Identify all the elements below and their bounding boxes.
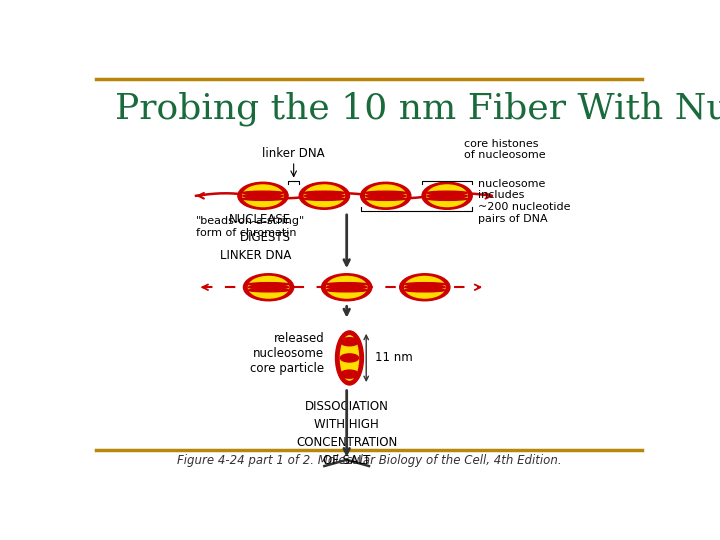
Ellipse shape xyxy=(305,197,344,200)
Ellipse shape xyxy=(243,274,294,301)
Ellipse shape xyxy=(327,282,366,286)
Ellipse shape xyxy=(341,354,359,362)
Ellipse shape xyxy=(322,274,372,301)
Ellipse shape xyxy=(341,338,359,346)
Ellipse shape xyxy=(366,194,406,198)
Ellipse shape xyxy=(327,288,366,292)
Ellipse shape xyxy=(366,191,406,194)
Text: Probing the 10 nm Fiber With Nuclease: Probing the 10 nm Fiber With Nuclease xyxy=(115,92,720,126)
Ellipse shape xyxy=(405,276,445,298)
Ellipse shape xyxy=(427,194,467,198)
Text: Figure 4-24 part 1 of 2. Molecular Biology of the Cell, 4th Edition.: Figure 4-24 part 1 of 2. Molecular Biolo… xyxy=(176,454,562,467)
Ellipse shape xyxy=(422,183,472,210)
Text: 11 nm: 11 nm xyxy=(374,352,413,365)
Ellipse shape xyxy=(341,336,359,380)
Text: NUCLEASE
DIGESTS
LINKER DNA: NUCLEASE DIGESTS LINKER DNA xyxy=(220,213,291,262)
Ellipse shape xyxy=(405,282,445,286)
Ellipse shape xyxy=(366,197,406,200)
Ellipse shape xyxy=(248,282,289,286)
Ellipse shape xyxy=(427,191,467,194)
Ellipse shape xyxy=(305,185,344,207)
Ellipse shape xyxy=(366,185,406,207)
Ellipse shape xyxy=(400,274,450,301)
Ellipse shape xyxy=(327,276,366,298)
Ellipse shape xyxy=(248,286,289,289)
Text: DISSOCIATION
WITH HIGH
CONCENTRATION
OF SALT: DISSOCIATION WITH HIGH CONCENTRATION OF … xyxy=(296,400,397,467)
Text: released
nucleosome
core particle: released nucleosome core particle xyxy=(251,332,324,375)
Ellipse shape xyxy=(305,194,344,198)
Ellipse shape xyxy=(243,191,283,194)
Ellipse shape xyxy=(300,183,349,210)
Ellipse shape xyxy=(305,191,344,194)
Ellipse shape xyxy=(427,197,467,200)
Ellipse shape xyxy=(327,286,366,289)
Text: "beads-on-a-string"
form of chromatin: "beads-on-a-string" form of chromatin xyxy=(196,216,305,238)
Ellipse shape xyxy=(238,183,288,210)
Ellipse shape xyxy=(243,197,283,200)
Ellipse shape xyxy=(361,183,411,210)
Ellipse shape xyxy=(243,185,283,207)
Ellipse shape xyxy=(405,286,445,289)
Ellipse shape xyxy=(427,185,467,207)
Ellipse shape xyxy=(336,331,364,385)
Text: linker DNA: linker DNA xyxy=(262,147,325,160)
Ellipse shape xyxy=(243,194,283,198)
Text: nucleosome
includes
~200 nucleotide
pairs of DNA: nucleosome includes ~200 nucleotide pair… xyxy=(478,179,570,224)
Ellipse shape xyxy=(248,276,289,298)
Ellipse shape xyxy=(405,288,445,292)
Text: core histones
of nucleosome: core histones of nucleosome xyxy=(464,139,546,160)
Ellipse shape xyxy=(341,370,359,378)
Ellipse shape xyxy=(248,288,289,292)
